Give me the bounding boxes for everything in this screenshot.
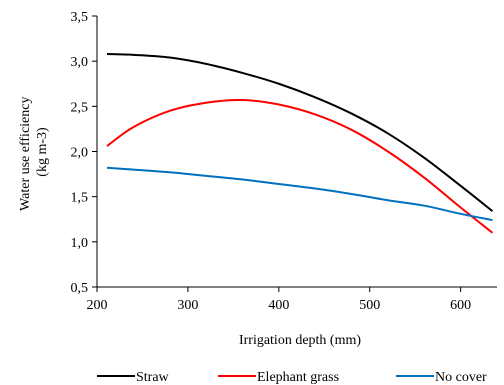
series-line-no-cover <box>106 166 493 222</box>
y-tick-label: 3,0 <box>71 55 89 70</box>
legend-label-elephant-grass: Elephant grass <box>257 370 339 385</box>
x-tick-label: 400 <box>268 298 289 313</box>
x-axis-title: Irrigation depth (mm) <box>239 333 361 348</box>
x-tick-label: 300 <box>177 298 198 313</box>
y-tick-label: 0,5 <box>71 281 89 296</box>
legend-item-no-cover: No cover <box>396 370 487 385</box>
legend-label-no-cover: No cover <box>435 370 487 385</box>
x-tick-label: 600 <box>450 298 471 313</box>
y-tick-label: 1,5 <box>71 191 89 206</box>
y-axis-title: Water use efficiency (kg m-3) <box>18 93 50 211</box>
y-tick-label: 2,0 <box>71 146 89 161</box>
axes <box>92 15 497 292</box>
y-axis-title-line-1: Water use efficiency <box>18 97 33 211</box>
y-tick-label: 3,5 <box>71 10 89 25</box>
y-axis-title-line-2: (kg m-3) <box>35 127 50 177</box>
series-lines <box>106 52 494 234</box>
legend-item-straw: Straw <box>97 370 170 385</box>
tick-labels: 0,5 1,0 1,5 2,0 2,5 3,0 3,5 200 300 400 500 600 <box>71 10 472 313</box>
y-tick-label: 1,0 <box>71 236 89 251</box>
legend-label-straw: Straw <box>136 370 170 385</box>
legend-item-elephant-grass: Elephant grass <box>218 370 339 385</box>
y-tick-label: 2,5 <box>71 100 89 115</box>
series-line-elephant-grass <box>106 98 494 234</box>
x-tick-label: 200 <box>87 298 108 313</box>
x-tick-label: 500 <box>359 298 380 313</box>
legend: Straw Elephant grass No cover <box>97 370 487 385</box>
series-line-straw <box>106 52 494 212</box>
